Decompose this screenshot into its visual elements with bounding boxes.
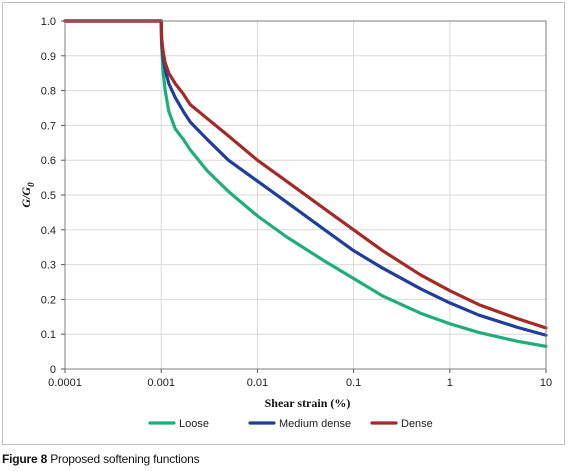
label-layer: 0 0.1 0.2 0.3 0.4 0.5 0.6 0.7 0.8 0.9 1.0 0.0001 0.0…: [19, 16, 552, 410]
y-tick-label: 0.7: [41, 120, 56, 132]
y-tick-label: 0.3: [41, 260, 56, 272]
legend-label-medium-dense: Medium dense: [279, 418, 351, 430]
series-line-medium-dense: [63, 19, 548, 337]
y-tick-label: 1.0: [41, 16, 56, 28]
y-tick-label: 0.8: [41, 86, 56, 98]
y-tick-label: 0.5: [41, 190, 56, 202]
y-tick-label: 0.6: [41, 155, 56, 167]
figure-caption: Figure 8 Proposed softening functions: [2, 452, 200, 466]
legend-label-loose: Loose: [179, 418, 209, 430]
y-tick-label: 0: [50, 364, 56, 376]
figure-caption-text: Proposed softening functions: [50, 452, 200, 466]
y-tick-label: 0.2: [41, 294, 56, 306]
y-axis-title: G/G0: [19, 182, 36, 208]
y-tick-label: 0.1: [41, 329, 56, 341]
legend: Loose Medium dense Dense: [148, 418, 433, 430]
x-tick-label: 0.0001: [48, 377, 82, 389]
x-tick-label: 1: [447, 377, 453, 389]
x-axis-title: Shear strain (%): [265, 396, 351, 410]
series-line-loose: [63, 19, 548, 348]
x-tick-label: 0.001: [147, 377, 175, 389]
legend-label-dense: Dense: [401, 418, 433, 430]
plot-area-border: [64, 20, 547, 370]
axis-layer: [61, 20, 547, 373]
y-tick-label: 0.4: [41, 225, 56, 237]
series-line-dense: [63, 19, 548, 330]
figure-frame: [2, 2, 565, 445]
x-tick-label: 10: [540, 377, 552, 389]
series-layer: [63, 19, 548, 348]
y-tick-label: 0.9: [41, 51, 56, 63]
x-tick-label: 0.1: [346, 377, 361, 389]
figure-caption-label: Figure 8: [2, 452, 48, 466]
x-tick-label: 0.01: [247, 377, 268, 389]
